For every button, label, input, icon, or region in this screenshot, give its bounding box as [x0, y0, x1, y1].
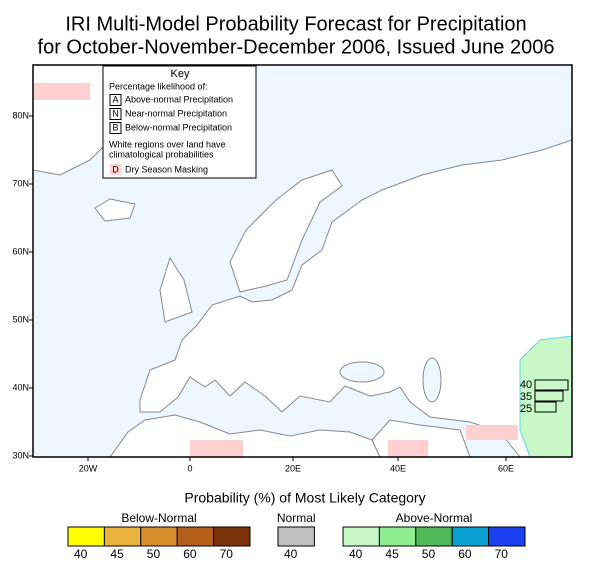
key-letter: A	[112, 94, 118, 104]
key-dry-text: Dry Season Masking	[125, 164, 208, 174]
lon-label: 40E	[390, 463, 406, 473]
legend-swatch	[342, 526, 380, 547]
legend-group-name: Normal	[277, 511, 316, 525]
lon-label: 60E	[498, 463, 514, 473]
key-subtitle: Percentage likelihood of:	[109, 81, 208, 91]
legend-swatch	[140, 526, 178, 547]
legend-swatch	[451, 526, 490, 547]
legend-swatch-label: 60	[183, 547, 197, 561]
key-letter-box	[109, 122, 122, 134]
axis-labels: 80N 70N 60N 50N 40N 30N 20W 0 20E 40E 60E	[12, 110, 514, 473]
inset-box	[534, 379, 569, 391]
dry-mask	[466, 425, 518, 440]
key-letter-box	[109, 94, 122, 106]
lon-label: 20W	[79, 463, 98, 473]
uk	[159, 256, 193, 323]
key-item-text: Near-normal Precipitation	[125, 108, 227, 118]
legend-swatch	[378, 526, 417, 547]
lon-label: 0	[187, 463, 192, 473]
iceland	[94, 198, 136, 222]
key-heading: Key	[171, 68, 190, 80]
inset-box	[534, 390, 564, 402]
legend-swatch-label: 45	[385, 547, 399, 561]
inset-box	[534, 401, 557, 413]
key-dry-swatch	[110, 164, 121, 175]
title-line: IRI Multi-Model Probability Forecast for…	[65, 13, 526, 35]
eurasia	[139, 139, 572, 457]
dry-mask	[33, 83, 90, 100]
key-note: White regions over land have	[109, 139, 226, 149]
legend-swatch	[277, 526, 315, 547]
legend-swatch-label: 40	[349, 547, 363, 561]
inset-label: 35	[520, 391, 532, 403]
legend-swatch	[213, 526, 251, 547]
legend-group-name: Below-Normal	[121, 511, 196, 525]
map-frame	[32, 64, 573, 458]
key-item-text: Below-normal Precipitation	[125, 122, 232, 132]
key-letter-box	[109, 108, 122, 120]
inset-label: 40	[520, 379, 532, 391]
lat-label: 60N	[12, 246, 29, 256]
legend-swatch-label: 45	[110, 547, 124, 561]
legend-swatch-label: 60	[458, 547, 472, 561]
legend-swatch	[415, 526, 453, 547]
black-sea	[339, 361, 385, 383]
legend-swatch-label: 40	[74, 547, 88, 561]
lat-label: 80N	[12, 110, 29, 120]
map: 40 35 25	[32, 64, 573, 458]
title-line: for October-November-December 2006, Issu…	[38, 36, 555, 58]
legend-swatch-label: 40	[284, 547, 298, 561]
key: Key Percentage likelihood of: A Above-nor…	[102, 65, 257, 179]
legend-swatch-label: 50	[422, 547, 436, 561]
key-letter: N	[112, 108, 119, 118]
legend-group-name: Above-Normal	[396, 511, 473, 525]
legend-swatch	[488, 526, 526, 547]
key-note: climatological probabilities	[109, 149, 214, 159]
dry-mask	[388, 440, 428, 457]
legend-swatch-label: 70	[220, 547, 234, 561]
legend-swatch-label: 50	[147, 547, 161, 561]
caspian-sea	[422, 357, 442, 403]
scandinavia	[229, 169, 343, 293]
key-box	[102, 65, 257, 179]
lat-label: 70N	[12, 178, 29, 188]
legend-swatch	[103, 526, 142, 547]
legend-swatch	[176, 526, 215, 547]
legend-swatch	[67, 526, 105, 547]
legend-swatch-label: 70	[495, 547, 509, 561]
legend: Below-Normal 40 45 50 60 70 Normal 40 Above-Norm…	[67, 511, 526, 561]
key-item-text: Above-normal Precipitation	[125, 94, 233, 104]
legend-title: Probability (%) of Most Likely Category	[184, 490, 425, 506]
lat-label: 50N	[12, 314, 29, 324]
lat-label: 40N	[12, 382, 29, 392]
dry-mask	[190, 440, 243, 457]
lat-label: 30N	[12, 450, 29, 460]
inset-label: 25	[520, 403, 532, 415]
key-letter: B	[112, 122, 118, 132]
lon-label: 20E	[285, 463, 301, 473]
above-normal-region	[519, 335, 572, 457]
key-dry-letter: D	[112, 164, 119, 174]
